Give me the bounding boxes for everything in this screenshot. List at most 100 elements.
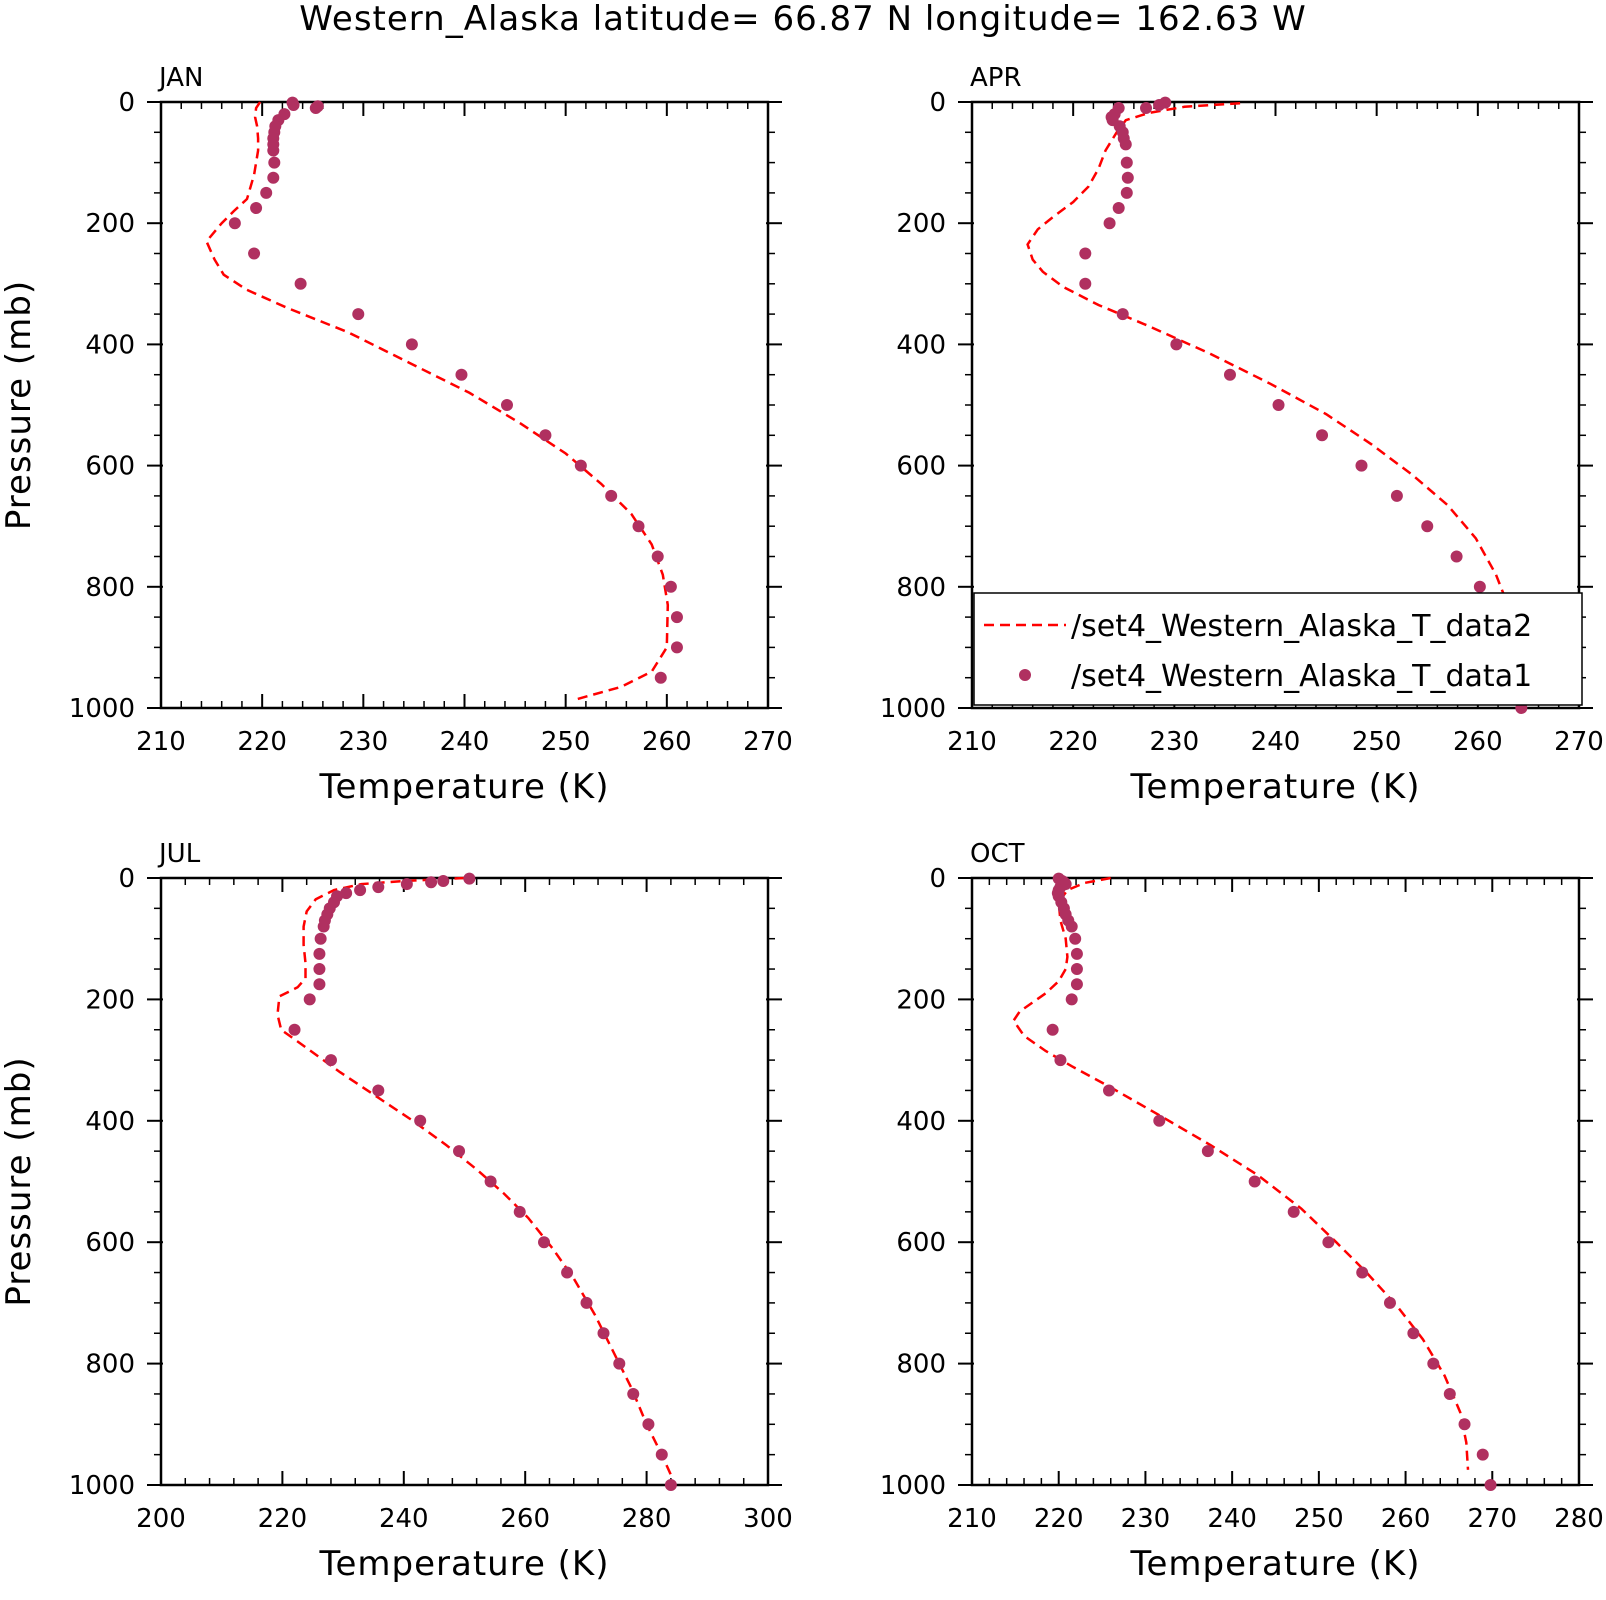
data-point-data1 [651, 550, 664, 563]
data-point-data1 [287, 99, 300, 112]
data-point-data1 [670, 641, 683, 654]
data-point-data1 [288, 1023, 301, 1036]
data-point-data1 [1140, 102, 1153, 115]
data-point-data1 [414, 1114, 427, 1127]
data-point-data1 [425, 876, 438, 889]
data-point-data1 [538, 1236, 551, 1249]
y-tick-label: 0 [929, 864, 946, 894]
data-point-data1 [1383, 1296, 1396, 1309]
x-tick-label: 230 [339, 727, 389, 757]
data-point-data1 [1103, 217, 1116, 230]
panel-jul: 200 220 240 260 280 300 0 200 400 600 800 1000 JUL Te… [0, 839, 793, 1584]
data-point-data1 [1201, 1145, 1214, 1158]
data-point-data1 [642, 1418, 655, 1431]
data-point-data1 [1065, 993, 1078, 1006]
data-point-data1 [463, 872, 476, 885]
y-tick-label: 400 [896, 330, 946, 360]
x-tick-label: 250 [1352, 727, 1402, 757]
data-point-data1 [1112, 202, 1125, 215]
x-tick-label: 230 [1150, 727, 1200, 757]
x-tick-label: 260 [500, 1504, 550, 1534]
x-tick-label: 220 [1048, 727, 1098, 757]
x-tick-label: 220 [258, 1504, 308, 1534]
data-point-data1 [1116, 308, 1129, 321]
x-tick-label: 270 [1467, 1504, 1517, 1534]
y-tick-label: 800 [85, 573, 135, 603]
x-tick-label: 300 [743, 1504, 793, 1534]
figure-title: Western_Alaska latitude= 66.87 N longitu… [299, 0, 1306, 39]
x-tick-label: 250 [1294, 1504, 1344, 1534]
data-point-data1 [1322, 1236, 1335, 1249]
data-point-data1 [1450, 550, 1463, 563]
y-tick-label: 600 [896, 452, 946, 482]
data-point-data1 [613, 1357, 626, 1370]
data-point-data1 [1103, 1084, 1116, 1097]
data-point-data1 [1356, 1266, 1369, 1279]
data-point-data1 [1476, 1448, 1489, 1461]
data-point-data1 [372, 881, 385, 894]
data-point-data1 [400, 878, 413, 891]
x-tick-label: 240 [1251, 727, 1301, 757]
data-point-data1 [627, 1387, 640, 1400]
data-point-data1 [597, 1327, 610, 1340]
data-point-data1 [1248, 1175, 1261, 1188]
data-point-data1 [437, 875, 450, 888]
data-point-data1 [352, 308, 365, 321]
y-tick-label: 200 [896, 985, 946, 1015]
y-tick-label: 0 [929, 88, 946, 118]
data-point-data1 [654, 671, 667, 684]
panel-label: OCT [970, 839, 1025, 869]
data-point-data1 [250, 202, 263, 215]
series-line-data2 [276, 876, 674, 1480]
data-point-data1 [303, 993, 316, 1006]
x-tick-label: 240 [379, 1504, 429, 1534]
data-point-data1 [664, 1479, 677, 1491]
data-point-data1 [248, 247, 261, 260]
x-tick-label: 260 [1381, 1504, 1431, 1534]
legend-label: /set4_Western_Alaska_T_data2 [1071, 609, 1532, 644]
panel-label: APR [970, 63, 1022, 93]
x-tick-label: 280 [1554, 1504, 1604, 1534]
x-tick-label: 200 [136, 1504, 186, 1534]
data-point-data1 [268, 156, 281, 169]
data-point-data1 [1473, 580, 1486, 593]
panels: 210 220 230 240 250 260 270 0 200 400 600 800 1000 JA… [0, 63, 1604, 1584]
data-point-data1 [484, 1175, 497, 1188]
data-point-data1 [354, 884, 367, 897]
y-tick-label: 400 [85, 330, 135, 360]
data-point-data1 [294, 277, 307, 290]
data-point-data1 [1153, 99, 1166, 112]
x-tick-label: 250 [541, 727, 591, 757]
series-line-data2 [205, 101, 670, 701]
data-point-data1 [313, 978, 326, 991]
panel-label: JAN [157, 63, 203, 93]
y-tick-label: 400 [896, 1107, 946, 1137]
x-tick-label: 280 [622, 1504, 672, 1534]
data-point-data1 [314, 932, 327, 945]
x-tick-label: 240 [440, 727, 490, 757]
x-tick-label: 270 [1554, 727, 1604, 757]
data-point-data1 [664, 580, 677, 593]
data-point-data1 [324, 1054, 337, 1067]
data-point-data1 [1272, 399, 1285, 411]
data-point-data1 [1287, 1205, 1300, 1218]
legend-dot-marker [1019, 669, 1031, 681]
panel-oct: 210 220 230 240 250 260 270 280 0 200 400 600 800 100… [880, 839, 1604, 1584]
x-tick-label: 210 [136, 727, 186, 757]
data-point-data1 [1054, 1054, 1067, 1067]
panel-label: JUL [157, 839, 201, 869]
y-tick-label: 0 [118, 864, 135, 894]
data-point-data1 [1458, 1418, 1471, 1431]
x-tick-label: 210 [947, 727, 997, 757]
y-tick-label: 1000 [69, 1471, 135, 1501]
data-point-data1 [1316, 429, 1329, 442]
data-point-data1 [500, 399, 513, 411]
data-point-data1 [267, 144, 280, 157]
data-point-data1 [561, 1266, 574, 1279]
panel-apr: 210 220 230 240 250 260 270 0 200 400 600 800 1000 AP… [880, 63, 1604, 807]
data-point-data1 [1427, 1357, 1440, 1370]
x-tick-label: 210 [947, 1504, 997, 1534]
y-tick-label: 1000 [69, 694, 135, 724]
data-point-data1 [1153, 1114, 1166, 1127]
